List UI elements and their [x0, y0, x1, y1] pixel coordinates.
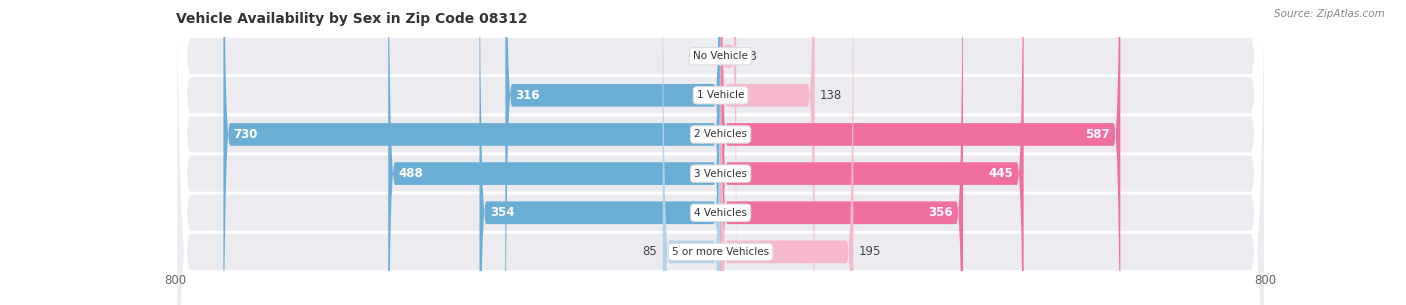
Text: 4 Vehicles: 4 Vehicles — [695, 208, 747, 218]
Text: Vehicle Availability by Sex in Zip Code 08312: Vehicle Availability by Sex in Zip Code … — [176, 12, 527, 26]
FancyBboxPatch shape — [176, 0, 1265, 305]
FancyBboxPatch shape — [721, 0, 737, 305]
FancyBboxPatch shape — [176, 0, 1265, 305]
FancyBboxPatch shape — [662, 0, 721, 305]
FancyBboxPatch shape — [176, 0, 1265, 305]
FancyBboxPatch shape — [479, 0, 721, 305]
Text: 587: 587 — [1085, 128, 1111, 141]
Text: 488: 488 — [398, 167, 423, 180]
FancyBboxPatch shape — [721, 0, 853, 305]
Text: 85: 85 — [643, 246, 657, 258]
FancyBboxPatch shape — [721, 0, 1024, 305]
Text: 195: 195 — [859, 246, 882, 258]
FancyBboxPatch shape — [176, 0, 1265, 305]
FancyBboxPatch shape — [224, 0, 721, 305]
Text: Source: ZipAtlas.com: Source: ZipAtlas.com — [1274, 9, 1385, 19]
FancyBboxPatch shape — [721, 0, 814, 305]
FancyBboxPatch shape — [721, 0, 1121, 305]
Text: 2 Vehicles: 2 Vehicles — [695, 129, 747, 139]
Text: 138: 138 — [820, 89, 842, 102]
Text: No Vehicle: No Vehicle — [693, 51, 748, 61]
FancyBboxPatch shape — [388, 0, 721, 305]
FancyBboxPatch shape — [176, 0, 1265, 305]
Text: 23: 23 — [742, 50, 756, 63]
Text: 316: 316 — [516, 89, 540, 102]
Text: 730: 730 — [233, 128, 259, 141]
Text: 5 or more Vehicles: 5 or more Vehicles — [672, 247, 769, 257]
Text: 445: 445 — [988, 167, 1014, 180]
FancyBboxPatch shape — [721, 0, 963, 305]
Text: 356: 356 — [928, 206, 953, 219]
Text: 3 Vehicles: 3 Vehicles — [695, 169, 747, 179]
Text: 354: 354 — [489, 206, 515, 219]
Text: 0: 0 — [707, 50, 716, 63]
Text: 1 Vehicle: 1 Vehicle — [697, 90, 744, 100]
FancyBboxPatch shape — [505, 0, 721, 305]
FancyBboxPatch shape — [176, 0, 1265, 305]
